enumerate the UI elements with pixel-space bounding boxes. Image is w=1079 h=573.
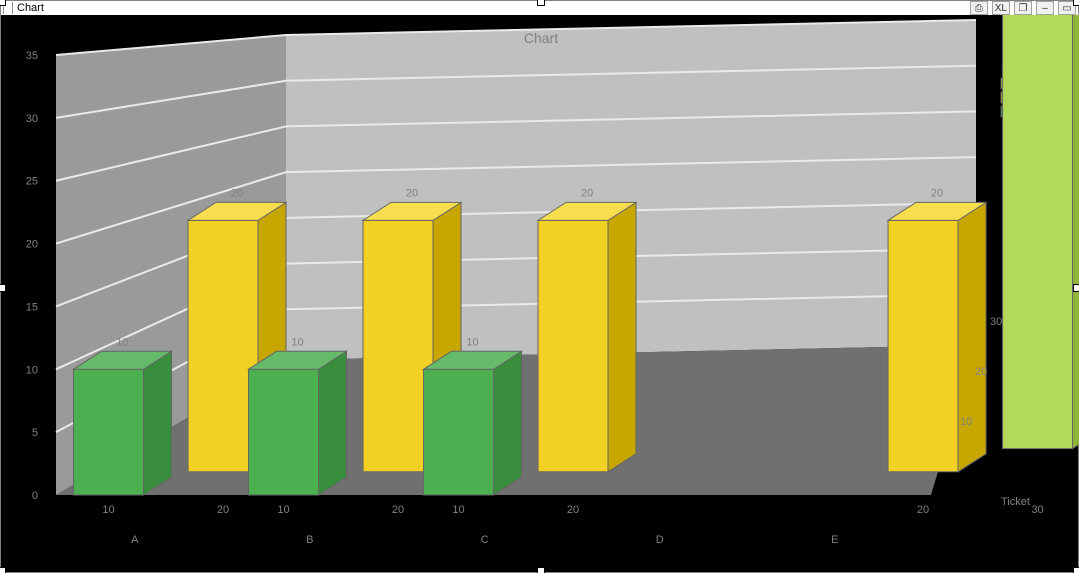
subcategory-label: 30	[1031, 504, 1043, 516]
z-axis-label: 20	[975, 366, 987, 378]
bar-front	[363, 220, 433, 471]
bar-front	[249, 369, 319, 495]
resize-handle-n[interactable]	[537, 0, 545, 6]
bar-side	[319, 351, 347, 495]
bar-front	[188, 220, 258, 471]
bar-value-label: 20	[931, 187, 943, 199]
z-axis-label: 30	[990, 316, 1002, 328]
z-axis-label: 10	[960, 416, 972, 428]
export-xl-button[interactable]: XL	[992, 1, 1010, 15]
bar-side	[494, 351, 522, 495]
resize-handle-nw[interactable]	[0, 0, 6, 6]
bar-value-label: 10	[291, 336, 303, 348]
resize-handle-ne[interactable]	[1073, 0, 1079, 6]
bar-value-label: 10	[466, 336, 478, 348]
y-tick-label: 35	[26, 50, 38, 62]
y-tick-label: 10	[26, 364, 38, 376]
bar-front	[888, 220, 958, 471]
bar-side	[144, 351, 172, 495]
category-label: B	[306, 534, 313, 546]
bar-value-label: 20	[231, 187, 243, 199]
y-tick-label: 25	[26, 176, 38, 188]
subcategory-label: 20	[567, 504, 579, 516]
window-title: Chart	[17, 2, 44, 14]
bar-value-label: 20	[581, 187, 593, 199]
bar-side	[958, 202, 986, 471]
subcategory-label: 20	[217, 504, 229, 516]
resize-handle-w[interactable]	[0, 284, 6, 292]
minimize-icon[interactable]: –	[1036, 1, 1054, 15]
subcategory-label: 10	[452, 504, 464, 516]
y-tick-label: 20	[26, 239, 38, 251]
bar-front	[538, 220, 608, 471]
y-tick-label: 5	[32, 427, 38, 439]
subcategory-label: 10	[277, 504, 289, 516]
restore-icon[interactable]: ❐	[1014, 1, 1032, 15]
category-label: D	[656, 534, 664, 546]
category-label: E	[831, 534, 838, 546]
subcategory-label: 10	[102, 504, 114, 516]
bar-value-label: 10	[116, 336, 128, 348]
resize-handle-sw[interactable]	[0, 567, 6, 573]
bar-value-label: 20	[406, 187, 418, 199]
y-tick-label: 15	[26, 301, 38, 313]
y-tick-label: 30	[26, 113, 38, 125]
bar-front	[1003, 15, 1073, 449]
chart-title: Chart	[524, 30, 558, 46]
window-controls: ⎙ XL ❐ – ▭	[970, 1, 1078, 15]
y-tick-label: 0	[32, 490, 38, 502]
subcategory-label: 20	[917, 504, 929, 516]
x-axis-label: Ticket	[1001, 496, 1030, 508]
resize-handle-se[interactable]	[1073, 567, 1079, 573]
category-label: C	[481, 534, 489, 546]
bar-front	[74, 369, 144, 495]
bar-front	[424, 369, 494, 495]
print-icon[interactable]: ⎙	[970, 1, 988, 15]
bar-side	[608, 202, 636, 471]
category-label: A	[131, 534, 139, 546]
chart-area: 05101520253035ChartDaysOpen3020102020101…	[1, 15, 1078, 572]
resize-handle-s[interactable]	[537, 567, 545, 573]
bar-side	[1073, 15, 1079, 449]
chart-3d-bar: 05101520253035ChartDaysOpen3020102020101…	[1, 15, 1079, 573]
subcategory-label: 20	[392, 504, 404, 516]
chart-window: Chart ⎙ XL ❐ – ▭ 05101520253035ChartDays…	[0, 0, 1079, 573]
resize-handle-e[interactable]	[1073, 284, 1079, 292]
